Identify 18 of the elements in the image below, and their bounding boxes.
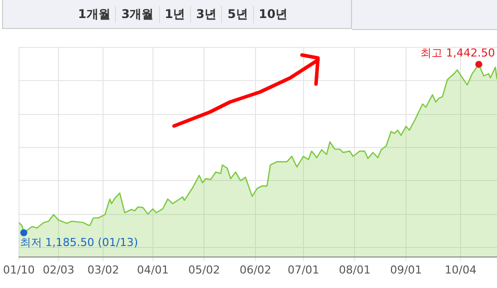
x-tick-label: 05/02 xyxy=(188,263,220,276)
annotation: 최고 1,442.50 xyxy=(420,46,496,60)
text: 10년 xyxy=(252,6,292,22)
x-tick-label: 01/10 xyxy=(3,263,35,276)
x-tick-label: 07/01 xyxy=(288,263,320,276)
x-tick-label: 08/01 xyxy=(338,263,371,276)
x-tick-label: 10/04 xyxy=(444,263,476,276)
text: 5년 xyxy=(221,6,253,22)
x-tick-label: 09/01 xyxy=(390,263,422,276)
annotation: 최저 1,185.50 (01/13) xyxy=(20,236,138,250)
x-tick-label: 03/02 xyxy=(87,263,120,276)
text: 3년 xyxy=(190,6,222,22)
text: 3개월 xyxy=(115,6,159,22)
text: 1년 xyxy=(158,6,190,22)
x-tick-label: 02/03 xyxy=(42,263,74,276)
x-tick-label: 06/02 xyxy=(240,263,272,276)
x-tick-label: 04/01 xyxy=(137,263,169,276)
text: 1개월 xyxy=(77,6,112,22)
